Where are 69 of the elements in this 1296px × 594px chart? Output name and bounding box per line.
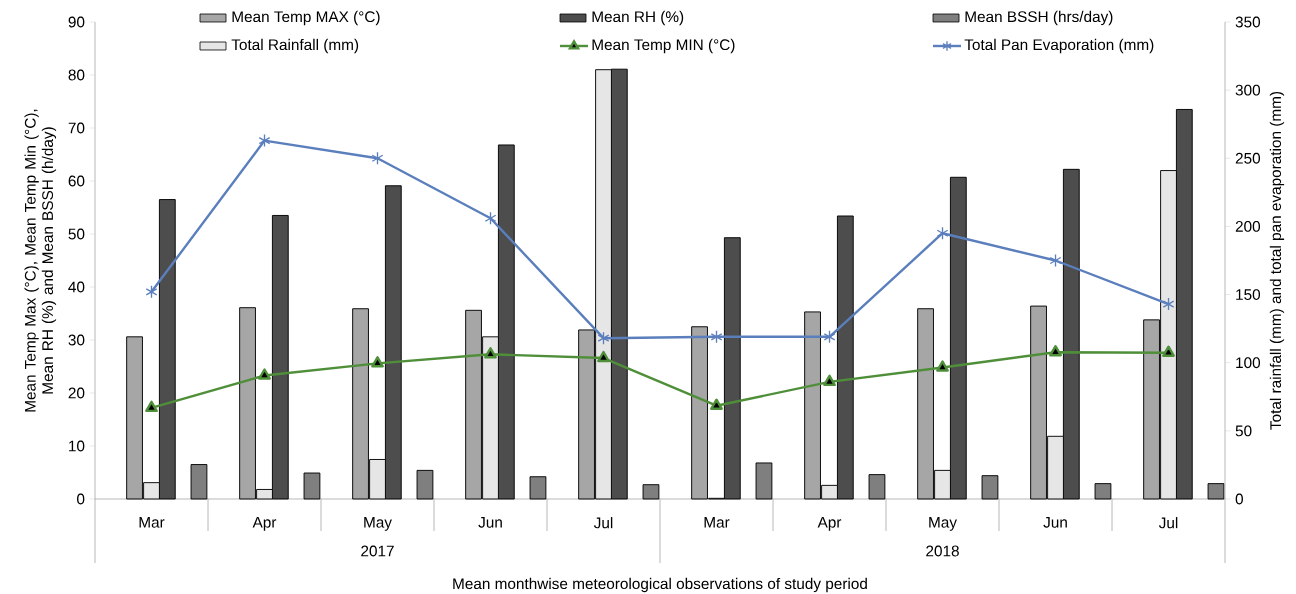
legend-label: Mean Temp MAX (°C) — [232, 10, 380, 26]
x-tick-label: May — [364, 517, 392, 531]
x-axis-title: Mean monthwise meteorological observations of study period — [453, 577, 867, 593]
text: 2018 — [926, 545, 959, 557]
x-tick-label: Mar — [139, 517, 165, 528]
point — [145, 400, 158, 413]
bar — [303, 472, 321, 500]
point — [936, 360, 949, 372]
x-tick-label: Jun — [1043, 517, 1067, 528]
y-tick-label: 80 — [68, 69, 85, 81]
y2-tick-label: 200 — [1235, 221, 1261, 232]
legend-label: Mean BSSH (hrs/day) — [965, 10, 1113, 26]
y-tick-label: 60 — [68, 175, 85, 187]
bar — [868, 474, 886, 500]
point — [597, 350, 610, 363]
x-tick-label: May — [929, 517, 957, 531]
x-tick-label: Jun — [478, 517, 502, 528]
point — [371, 151, 384, 165]
y2-tick-label: 250 — [1235, 152, 1261, 164]
point — [936, 226, 949, 240]
y-axis-title: Mean Temp Max (°C), Mean Temp Min (°C), Mean RH (%) and Mean BSSH (h/day) — [24, 109, 57, 412]
bar — [642, 484, 660, 500]
point — [1049, 253, 1062, 268]
bar — [416, 469, 434, 500]
point — [484, 211, 497, 225]
bar — [1207, 483, 1225, 500]
x-tick-label: Jul — [593, 517, 613, 529]
point — [1049, 344, 1062, 357]
y-tick-label: 30 — [68, 334, 85, 346]
y-tick-label: 10 — [69, 440, 85, 452]
y2-tick-label: 0 — [1235, 493, 1243, 505]
x-tick-label: Apr — [817, 517, 842, 531]
x-tick-label: Jul — [1158, 517, 1178, 529]
y2-tick-label: 150 — [1236, 289, 1261, 300]
bar — [981, 475, 999, 500]
legend-label: Total Rainfall (mm) — [231, 38, 359, 54]
point — [145, 285, 158, 299]
y-tick-label: 70 — [68, 122, 85, 134]
y2-tick-label: 350 — [1235, 16, 1261, 28]
point — [823, 330, 836, 344]
point — [710, 398, 723, 410]
bar — [755, 462, 773, 500]
point — [710, 330, 723, 344]
y2-tick-label: 50 — [1235, 425, 1252, 437]
point — [1162, 345, 1175, 357]
y-tick-label: 0 — [77, 493, 85, 505]
y-tick-label: 20 — [68, 387, 85, 399]
point — [258, 368, 271, 380]
legend-label: Mean Temp MIN (°C) — [592, 38, 735, 54]
y2-axis-title: Total rainfall (mm) and total pan evaporation (mm) — [1269, 91, 1285, 430]
legend-label: Mean RH (%) — [592, 10, 684, 26]
bar — [1094, 483, 1112, 500]
y2-tick-label: 100 — [1236, 357, 1261, 369]
x-tick-label: Mar — [704, 517, 730, 528]
y-tick-label: 90 — [68, 16, 85, 28]
bar — [529, 476, 547, 500]
y-tick-label: 40 — [68, 281, 85, 293]
legend-label: Total Pan Evaporation (mm) — [964, 38, 1154, 54]
point — [1162, 297, 1175, 311]
text: 2017 — [361, 545, 394, 557]
point — [484, 347, 497, 359]
point — [823, 374, 836, 387]
x-tick-label: Apr — [252, 517, 277, 531]
point — [258, 133, 271, 148]
bar — [190, 464, 208, 500]
point — [371, 356, 384, 368]
y-tick-label: 50 — [68, 228, 85, 240]
point — [597, 331, 610, 345]
y2-tick-label: 300 — [1235, 84, 1261, 96]
